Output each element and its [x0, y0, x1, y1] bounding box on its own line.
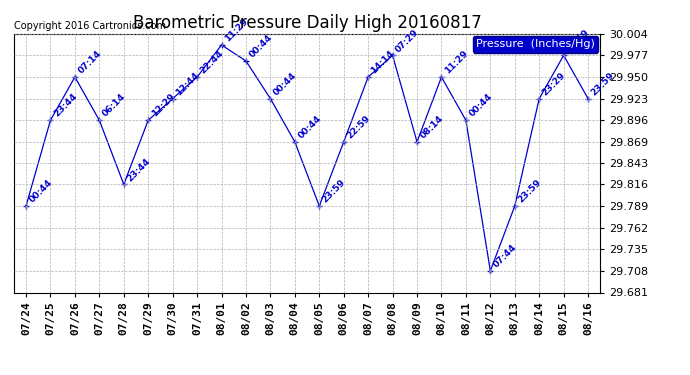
Legend: Pressure  (Inches/Hg): Pressure (Inches/Hg): [473, 36, 598, 52]
Text: 00:44: 00:44: [467, 92, 494, 119]
Text: 23:29: 23:29: [540, 70, 567, 97]
Text: 07:44: 07:44: [492, 243, 518, 270]
Title: Barometric Pressure Daily High 20160817: Barometric Pressure Daily High 20160817: [132, 14, 482, 32]
Text: 22:44: 22:44: [199, 49, 225, 76]
Text: Copyright 2016 Cartronics.com: Copyright 2016 Cartronics.com: [14, 21, 166, 31]
Text: 00:44: 00:44: [296, 114, 323, 141]
Text: 12:44: 12:44: [174, 70, 201, 97]
Text: 07:29: 07:29: [394, 27, 421, 54]
Text: 23:59: 23:59: [589, 70, 616, 97]
Text: 14:14: 14:14: [370, 49, 396, 76]
Text: 08:14: 08:14: [418, 114, 445, 141]
Text: 07:59: 07:59: [565, 27, 592, 54]
Text: 11:29: 11:29: [443, 49, 469, 76]
Text: 23:44: 23:44: [125, 156, 152, 183]
Text: 23:59: 23:59: [516, 178, 543, 205]
Text: 00:44: 00:44: [272, 70, 298, 97]
Text: 23:59: 23:59: [321, 178, 347, 205]
Text: 23:44: 23:44: [52, 92, 79, 119]
Text: 00:44: 00:44: [28, 178, 54, 205]
Text: 11:29: 11:29: [223, 17, 250, 44]
Text: 06:14: 06:14: [101, 92, 128, 119]
Text: 12:29: 12:29: [150, 92, 176, 119]
Text: 07:14: 07:14: [77, 49, 103, 76]
Text: 00:44: 00:44: [247, 33, 274, 60]
Text: 22:59: 22:59: [345, 114, 372, 141]
